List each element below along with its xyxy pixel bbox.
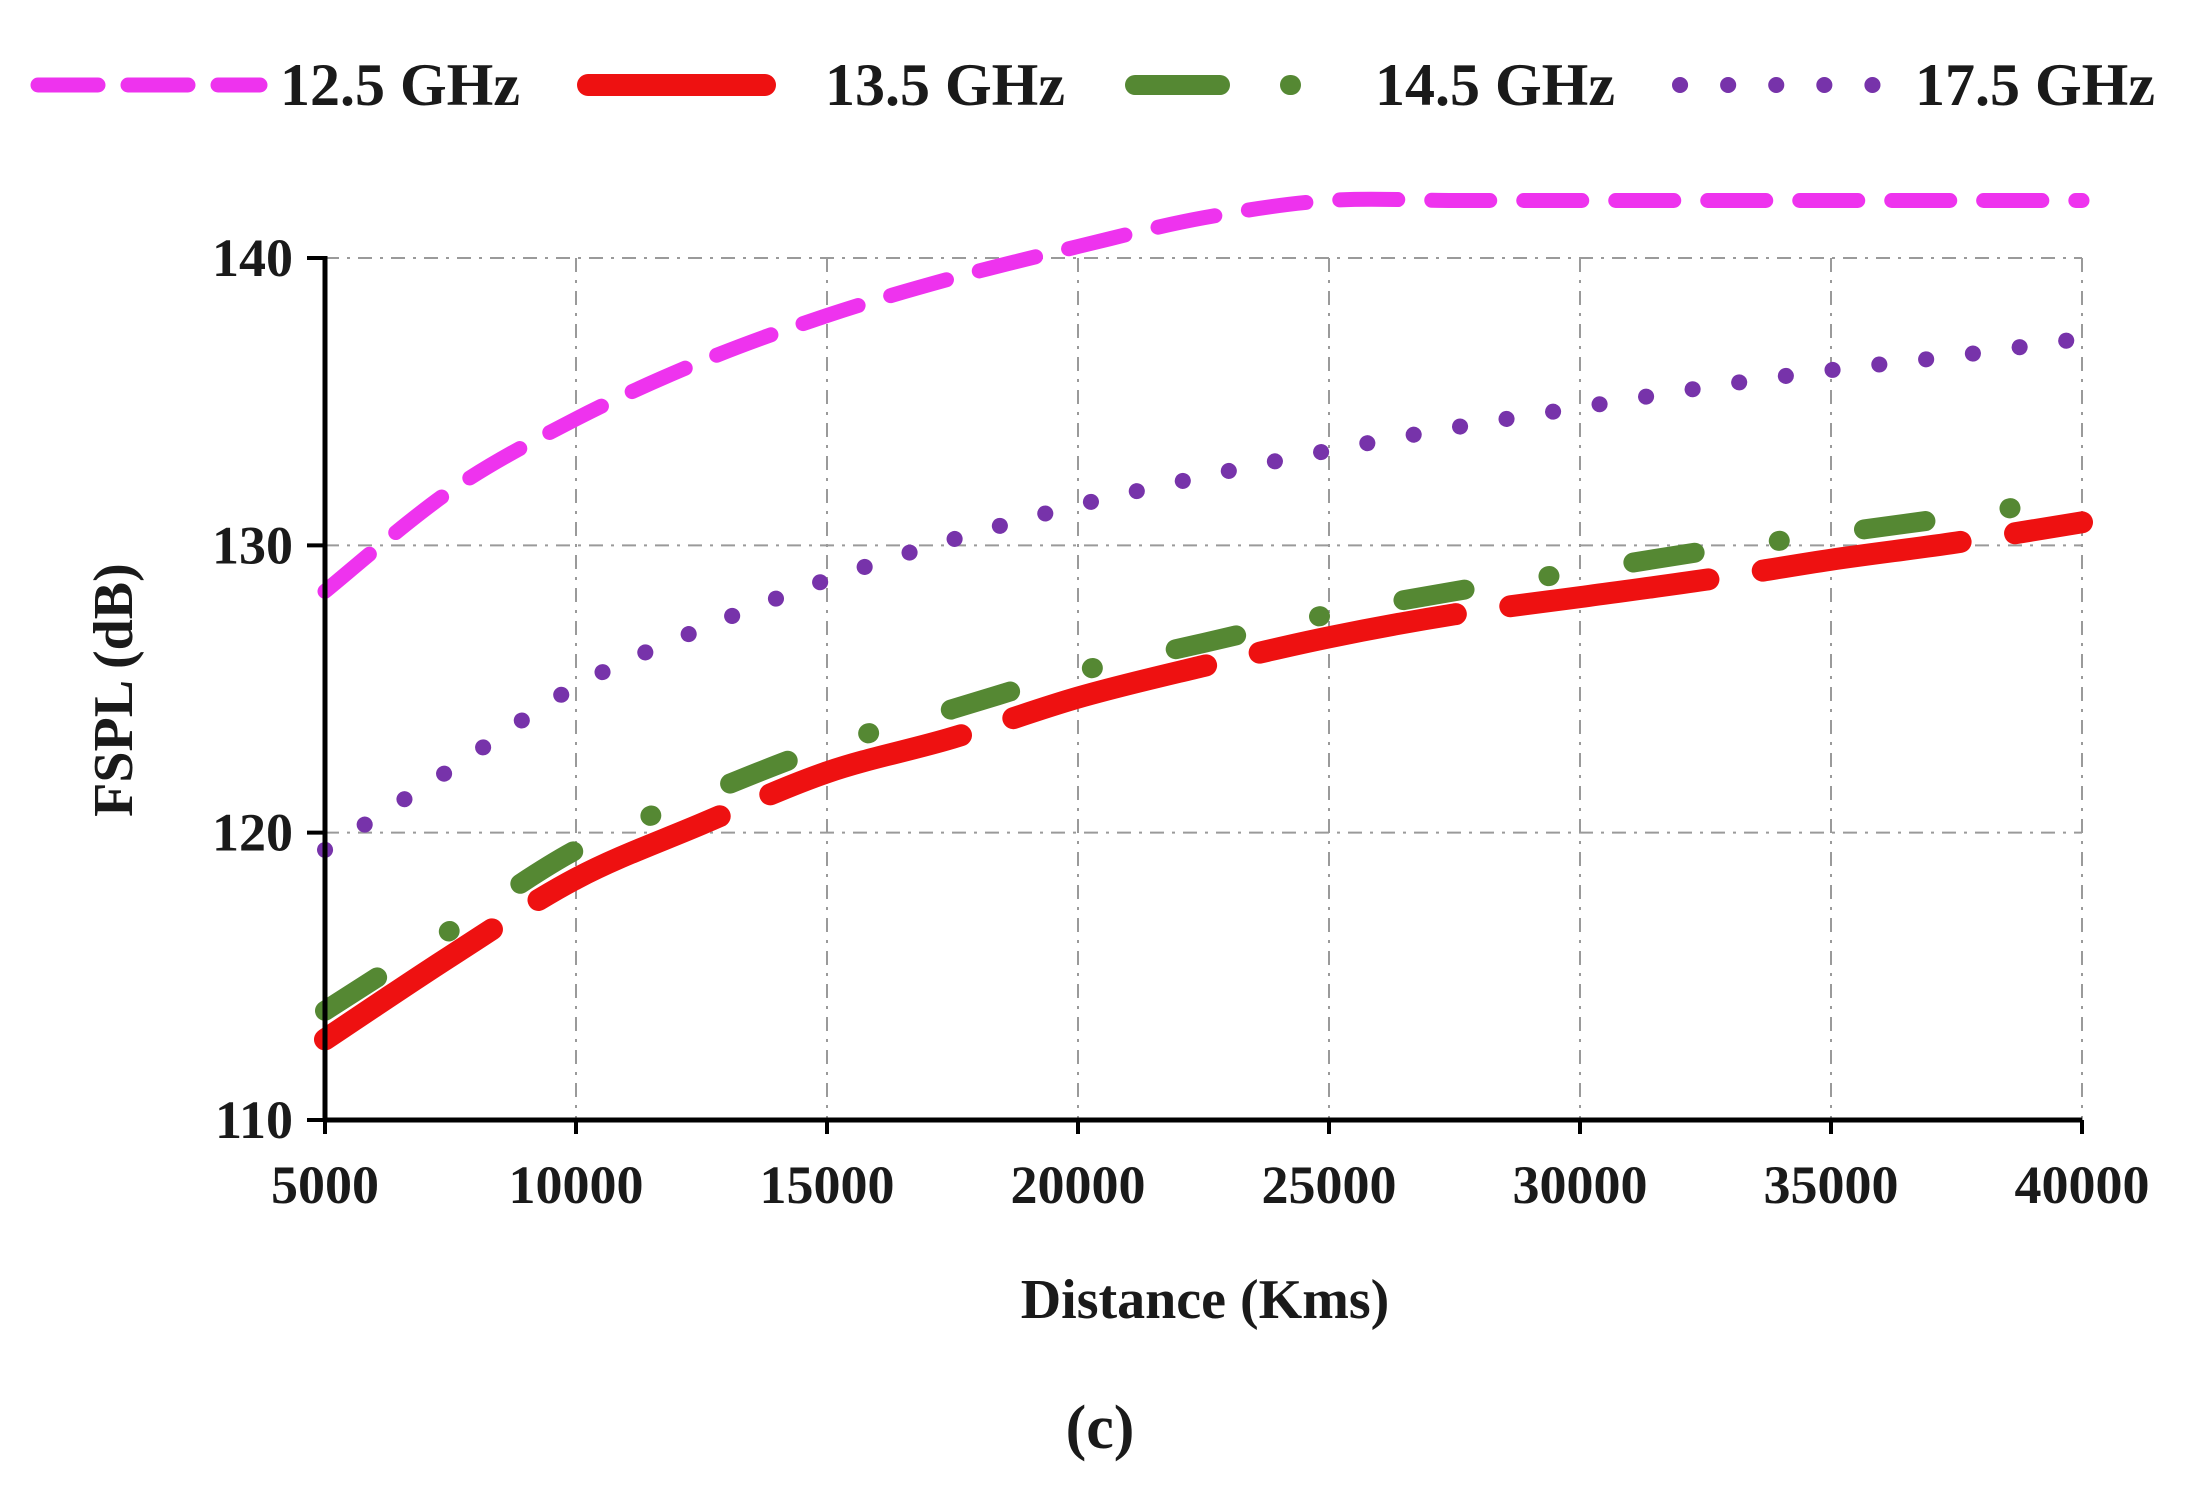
legend-label: 12.5 GHz <box>280 52 520 118</box>
series-line-14-5-ghz <box>315 486 2092 1021</box>
series-line-12-5-ghz <box>317 191 2090 599</box>
legend-label: 13.5 GHz <box>825 52 1065 118</box>
series-line-17-5-ghz <box>317 330 2090 858</box>
x-tick-label: 30000 <box>1513 1155 1648 1215</box>
grid <box>325 257 2083 1120</box>
x-tick-label: 5000 <box>271 1155 379 1215</box>
x-tick-label: 15000 <box>760 1155 895 1215</box>
series-lines <box>314 191 2093 1051</box>
x-tick-label: 25000 <box>1262 1155 1397 1215</box>
x-axis-title: Distance (Kms) <box>1021 1269 1390 1331</box>
y-tick-label: 140 <box>212 228 293 288</box>
x-tick-label: 35000 <box>1764 1155 1899 1215</box>
axes <box>307 256 2084 1134</box>
y-axis-title: FSPL (dB) <box>83 563 145 817</box>
legend-label: 14.5 GHz <box>1375 52 1615 118</box>
figure-caption: (c) <box>1066 1394 1135 1462</box>
x-tick-label: 40000 <box>2015 1155 2150 1215</box>
y-tick-label: 130 <box>212 515 293 575</box>
legend-label: 17.5 GHz <box>1915 52 2155 118</box>
y-tick-label: 110 <box>215 1090 293 1150</box>
legend: 12.5 GHz 13.5 GHz 14.5 GHz 17.5 GHz <box>30 52 2155 118</box>
y-tick-label: 120 <box>212 803 293 863</box>
x-tick-label: 10000 <box>509 1155 644 1215</box>
tick-labels: 5000 10000 15000 20000 25000 30000 35000 40000 1… <box>212 228 2150 1215</box>
x-tick-label: 20000 <box>1011 1155 1146 1215</box>
series-line-13-5-ghz <box>314 511 2093 1051</box>
